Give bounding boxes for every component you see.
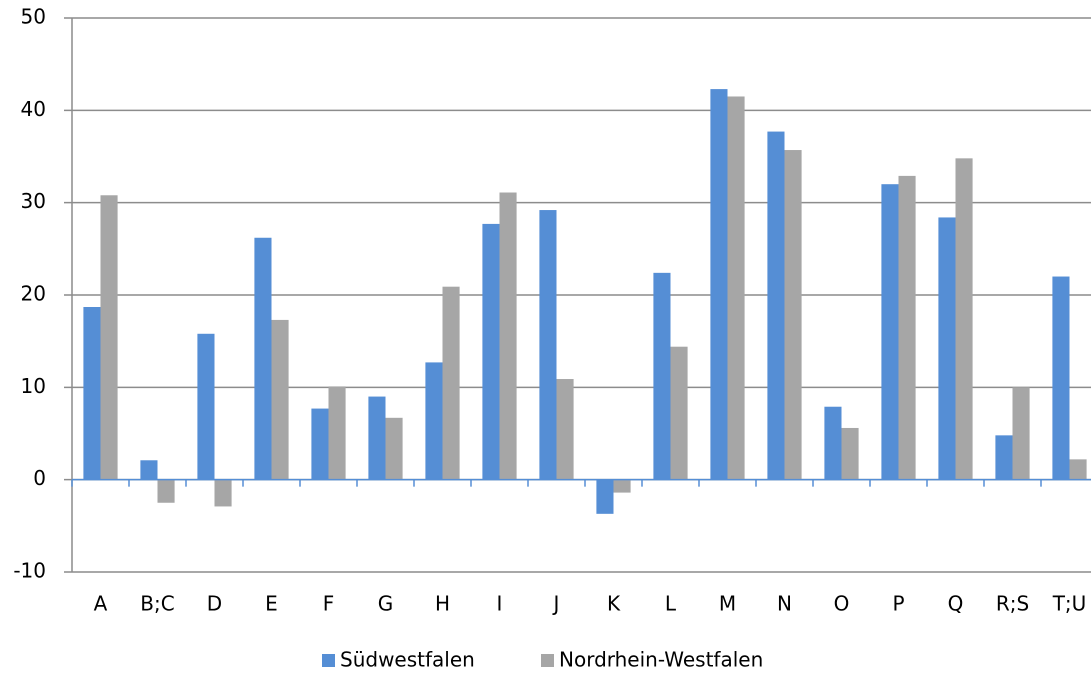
bar — [556, 379, 574, 480]
bar — [670, 346, 688, 480]
bar — [824, 406, 842, 480]
bar — [157, 479, 175, 503]
y-tick-label: 50 — [21, 5, 46, 29]
bar — [83, 307, 101, 480]
bar — [841, 427, 859, 480]
x-tick-label: M — [719, 592, 736, 616]
x-tick-label: O — [834, 592, 850, 616]
legend-label: Nordrhein-Westfalen — [559, 648, 763, 672]
bar — [311, 408, 329, 480]
legend-swatch — [322, 654, 335, 667]
bar — [197, 333, 215, 480]
bar — [271, 319, 289, 480]
bar — [328, 386, 346, 480]
x-tick-label: R;S — [996, 592, 1029, 616]
x-tick-label: H — [435, 592, 450, 616]
bar — [938, 217, 956, 480]
y-tick-label: 0 — [33, 466, 46, 490]
bar — [767, 131, 785, 480]
bar — [784, 150, 802, 480]
x-tick-label: T;U — [1052, 592, 1087, 616]
y-tick-label: -10 — [13, 559, 46, 583]
y-tick-label: 10 — [21, 374, 46, 398]
bar — [100, 195, 118, 480]
bar — [596, 479, 614, 514]
x-tick-label: P — [892, 592, 904, 616]
bar — [653, 272, 671, 480]
bar — [1052, 276, 1070, 480]
x-tick-label: B;C — [140, 592, 174, 616]
bar — [214, 479, 232, 507]
bar — [995, 435, 1013, 480]
legend-label: Südwestfalen — [340, 648, 475, 672]
y-tick-label: 40 — [21, 97, 46, 121]
bar — [613, 479, 631, 493]
bar — [898, 175, 916, 480]
x-tick-label: J — [552, 592, 560, 616]
x-tick-label: F — [323, 592, 335, 616]
x-tick-label: G — [378, 592, 394, 616]
bar — [482, 223, 500, 480]
bar — [1069, 459, 1087, 480]
bar — [539, 210, 557, 480]
x-tick-label: E — [265, 592, 278, 616]
y-tick-label: 20 — [21, 282, 46, 306]
x-tick-label: K — [607, 592, 621, 616]
x-tick-label: L — [665, 592, 677, 616]
bar — [254, 237, 272, 480]
bar — [955, 158, 973, 480]
bar — [881, 184, 899, 480]
bar — [442, 286, 460, 480]
x-tick-label: I — [497, 592, 503, 616]
x-tick-label: N — [777, 592, 792, 616]
bar — [1012, 387, 1030, 480]
x-tick-label: A — [94, 592, 108, 616]
bar — [368, 396, 386, 480]
bar — [727, 96, 745, 480]
bar — [140, 460, 158, 480]
bar — [710, 89, 728, 480]
bar — [425, 362, 443, 480]
bar — [385, 417, 403, 480]
y-tick-label: 30 — [21, 189, 46, 213]
x-tick-label: D — [207, 592, 222, 616]
bar — [499, 192, 517, 480]
legend-swatch — [541, 654, 554, 667]
x-tick-label: Q — [948, 592, 964, 616]
